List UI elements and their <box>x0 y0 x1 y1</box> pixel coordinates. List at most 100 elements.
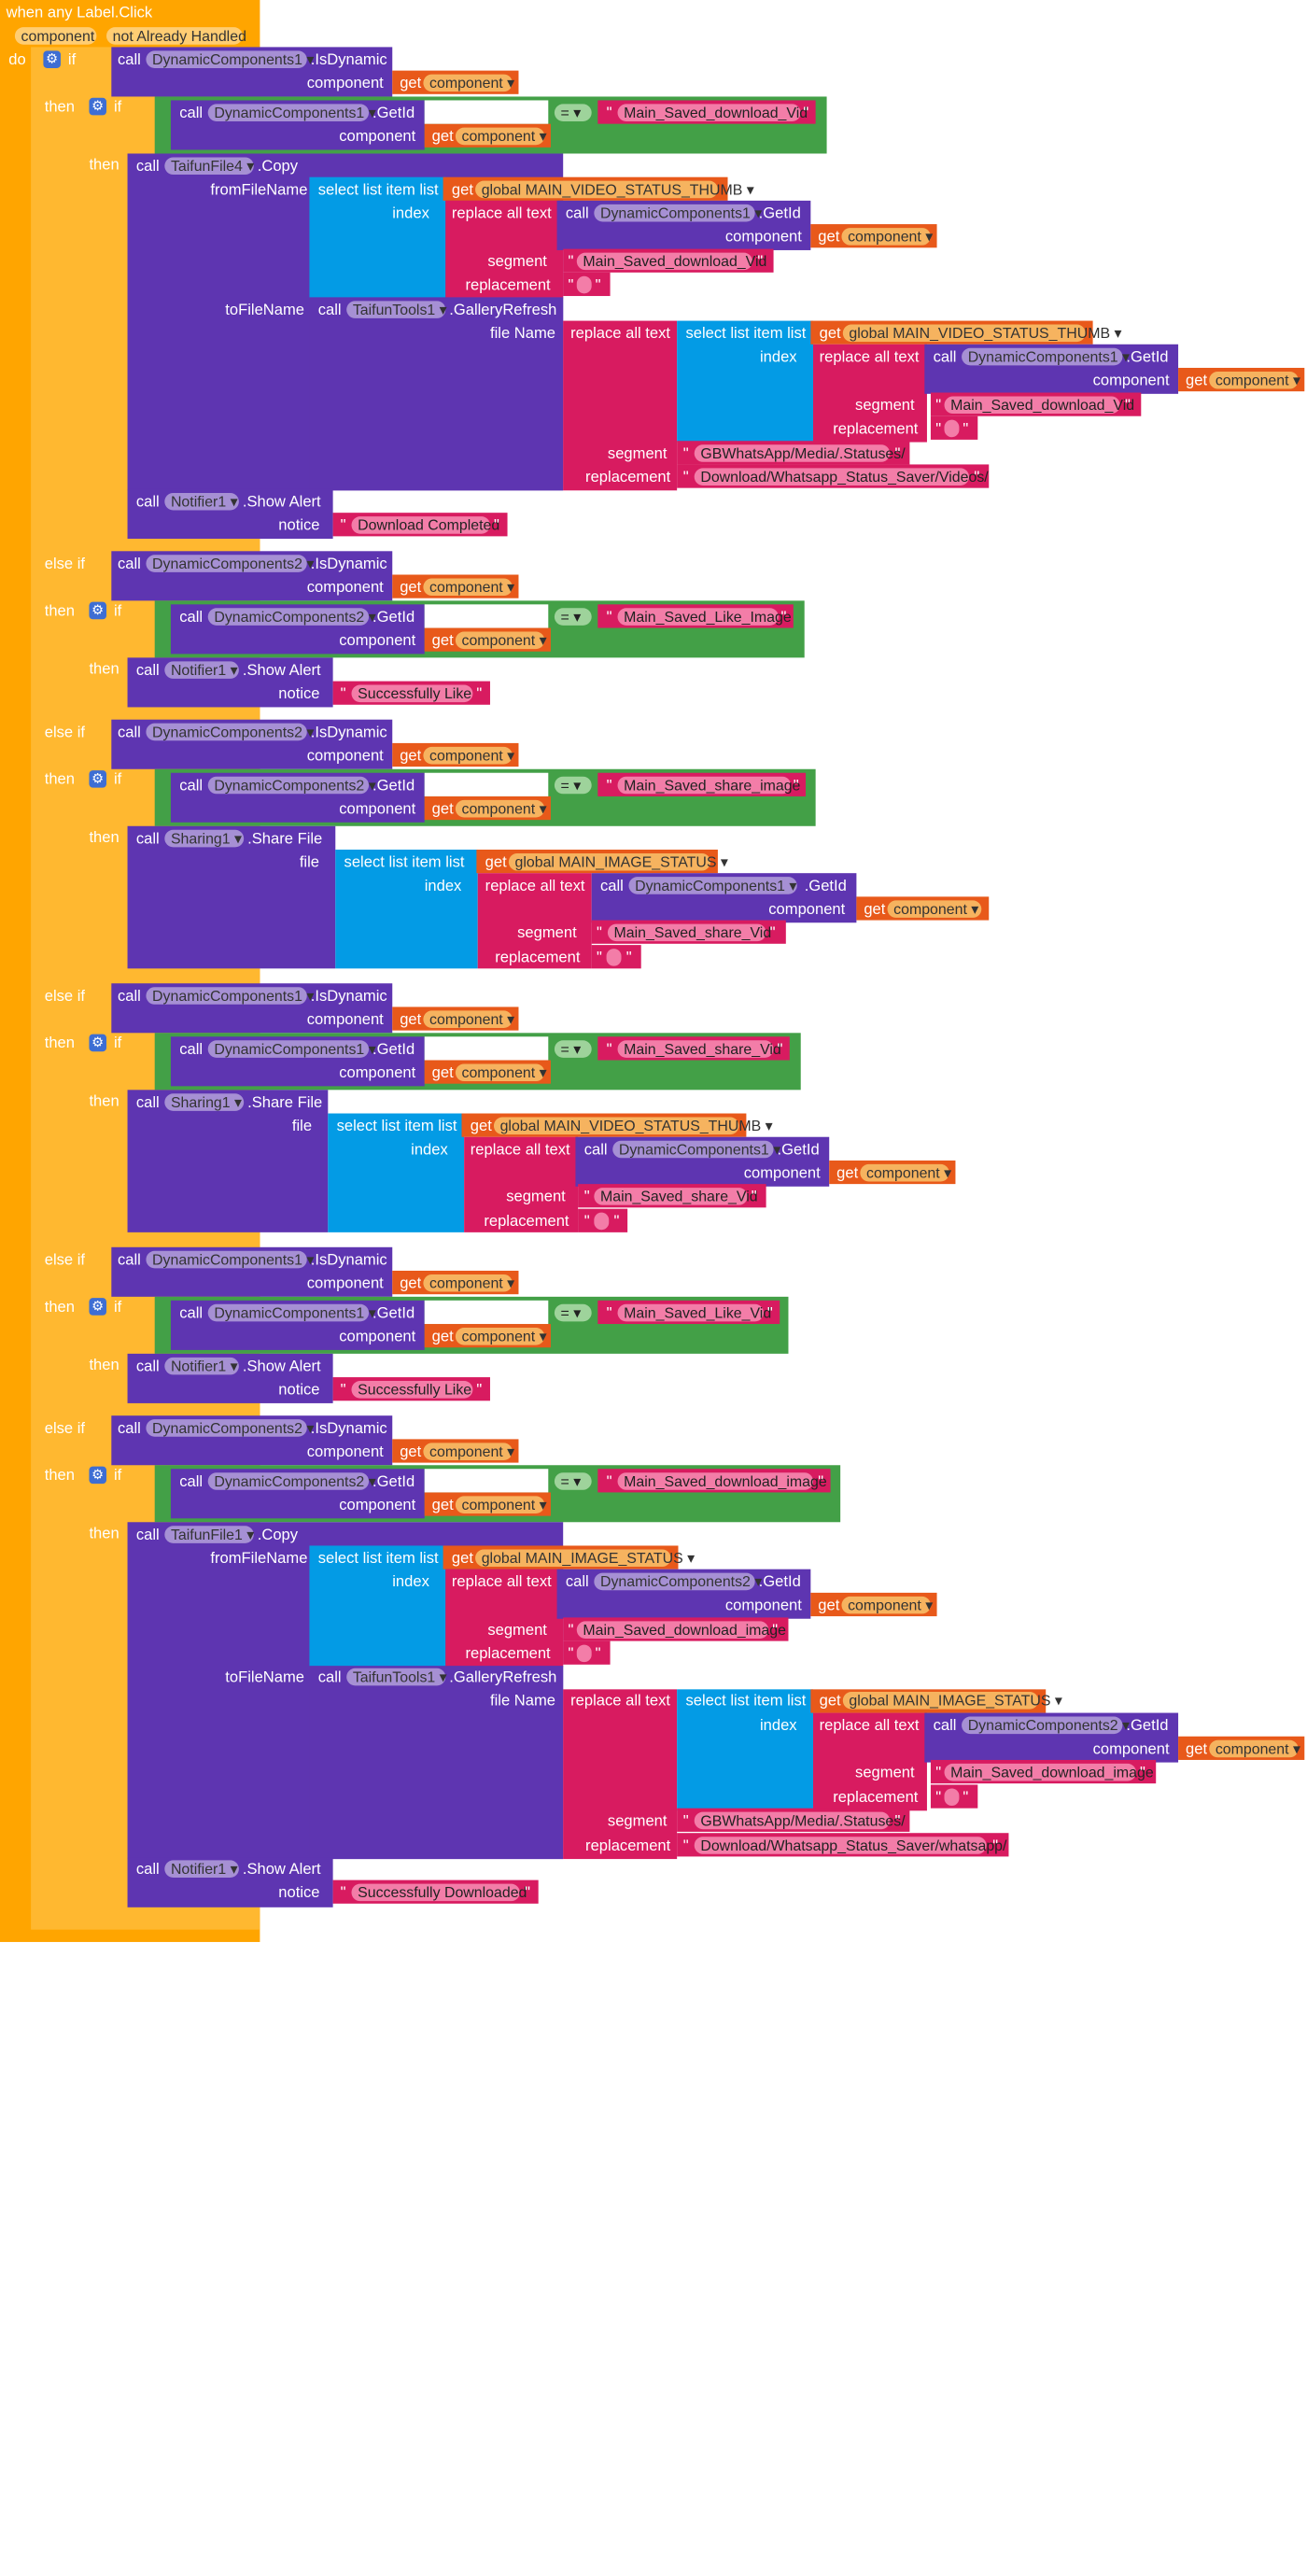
string-literal[interactable]: Main_Saved_download_image <box>617 1472 827 1490</box>
dropdown-field[interactable]: DynamicComponents1 ▾ <box>594 204 762 222</box>
procedure-block[interactable] <box>127 657 333 708</box>
string-literal[interactable] <box>594 1212 610 1231</box>
string-literal[interactable] <box>576 275 592 294</box>
list-block[interactable] <box>309 176 446 299</box>
string-literal[interactable] <box>606 949 622 966</box>
text-block[interactable] <box>563 320 678 491</box>
procedure-block[interactable] <box>111 719 393 769</box>
dropdown-field[interactable]: TaifunFile1 ▾ <box>164 1526 254 1543</box>
dropdown-field[interactable]: DynamicComponents1 ▾ <box>146 1250 314 1269</box>
mutator-gear-icon[interactable]: ⚙ <box>89 770 107 788</box>
list-block[interactable] <box>677 320 813 443</box>
dropdown-field[interactable]: component ▾ <box>423 578 514 597</box>
text-block[interactable] <box>445 1569 564 1668</box>
procedure-block[interactable] <box>170 100 425 150</box>
list-block[interactable] <box>328 1113 465 1232</box>
compare-operator-dropdown[interactable]: = ▾ <box>554 1472 592 1490</box>
dropdown-field[interactable]: DynamicComponents1 ▾ <box>146 987 314 1005</box>
mutator-gear-icon[interactable]: ⚙ <box>89 601 107 620</box>
dropdown-field[interactable]: component ▾ <box>455 1063 547 1082</box>
string-literal[interactable]: Main_Saved_Like_Image <box>617 608 792 626</box>
string-literal[interactable]: Main_Saved_download_Vid <box>576 252 766 271</box>
dropdown-field[interactable]: DynamicComponents2 ▾ <box>207 608 376 626</box>
text-block[interactable] <box>464 1136 579 1232</box>
dropdown-field[interactable]: DynamicComponents1 ▾ <box>207 1040 376 1058</box>
procedure-block[interactable] <box>170 1300 425 1350</box>
dropdown-field[interactable]: component ▾ <box>455 631 547 650</box>
dropdown-field[interactable]: global MAIN_VIDEO_STATUS_THUMB ▾ <box>493 1117 773 1135</box>
dropdown-field[interactable]: DynamicComponents2 ▾ <box>207 776 376 795</box>
dropdown-field[interactable]: DynamicComponents2 ▾ <box>146 723 314 741</box>
list-block[interactable] <box>309 1545 446 1668</box>
string-literal[interactable]: Successfully Like <box>351 1381 473 1399</box>
string-literal[interactable]: Main_Saved_share_Vid <box>607 923 771 942</box>
dropdown-field[interactable]: component ▾ <box>887 900 982 918</box>
dropdown-field[interactable]: TaifunTools1 ▾ <box>346 301 447 318</box>
socket-slot[interactable] <box>424 1469 549 1493</box>
compare-operator-dropdown[interactable]: = ▾ <box>554 608 592 626</box>
string-literal[interactable]: Main_Saved_share_image <box>617 776 800 795</box>
dropdown-field[interactable]: component ▾ <box>423 1274 514 1292</box>
compare-operator-dropdown[interactable]: = ▾ <box>554 1040 592 1058</box>
string-literal[interactable]: Main_Saved_download_Vid <box>617 104 808 121</box>
procedure-block[interactable] <box>924 1712 1179 1763</box>
procedure-block[interactable] <box>591 873 857 923</box>
dropdown-field[interactable]: component ▾ <box>1209 371 1300 389</box>
list-block[interactable] <box>677 1689 813 1811</box>
mutator-gear-icon[interactable]: ⚙ <box>89 1466 107 1485</box>
dropdown-field[interactable]: component ▾ <box>455 1496 547 1513</box>
socket-slot[interactable] <box>424 604 549 628</box>
compare-operator-dropdown[interactable]: = ▾ <box>554 104 592 121</box>
string-literal[interactable]: GBWhatsApp/Media/.Statuses/ <box>694 1811 906 1830</box>
dropdown-field[interactable]: DynamicComponents2 ▾ <box>146 555 314 572</box>
dropdown-field[interactable]: global MAIN_VIDEO_STATUS_THUMB ▾ <box>842 324 1121 343</box>
text-block[interactable] <box>812 1712 927 1811</box>
string-literal[interactable]: Main_Saved_share_Vid <box>617 1040 781 1058</box>
string-literal[interactable]: Main_Saved_download_Vid <box>944 396 1134 415</box>
procedure-block[interactable] <box>111 983 393 1034</box>
procedure-block[interactable] <box>127 1857 333 1907</box>
procedure-block[interactable] <box>170 1469 425 1519</box>
dropdown-field[interactable]: Notifier1 ▾ <box>164 661 239 679</box>
dropdown-field[interactable]: not Already Handled <box>106 27 246 45</box>
dropdown-field[interactable]: Sharing1 ▾ <box>164 829 245 848</box>
dropdown-field[interactable]: component ▾ <box>841 228 933 246</box>
socket-slot[interactable] <box>424 1300 549 1325</box>
dropdown-field[interactable]: component <box>14 27 97 45</box>
text-block[interactable] <box>563 1689 678 1860</box>
dropdown-field[interactable]: component ▾ <box>455 127 547 146</box>
dropdown-field[interactable]: DynamicComponents2 ▾ <box>146 1419 314 1437</box>
dropdown-field[interactable]: DynamicComponents1 ▾ <box>207 104 376 121</box>
procedure-block[interactable] <box>556 200 811 250</box>
procedure-block[interactable] <box>924 344 1179 394</box>
dropdown-field[interactable]: global MAIN_IMAGE_STATUS ▾ <box>475 1549 695 1568</box>
text-block[interactable] <box>812 344 927 443</box>
compare-operator-dropdown[interactable]: = ▾ <box>554 1303 592 1322</box>
procedure-block[interactable] <box>556 1569 811 1619</box>
dropdown-field[interactable]: global MAIN_IMAGE_STATUS ▾ <box>842 1691 1062 1710</box>
socket-slot[interactable] <box>424 772 549 796</box>
dropdown-field[interactable]: Notifier1 ▾ <box>164 1860 239 1878</box>
socket-slot[interactable] <box>424 1036 549 1061</box>
dropdown-field[interactable]: global MAIN_IMAGE_STATUS ▾ <box>508 852 728 871</box>
dropdown-field[interactable]: DynamicComponents2 ▾ <box>207 1472 376 1490</box>
procedure-block[interactable] <box>111 1246 393 1297</box>
mutator-gear-icon[interactable]: ⚙ <box>89 1034 107 1052</box>
procedure-block[interactable] <box>575 1136 830 1187</box>
procedure-block[interactable] <box>170 604 425 655</box>
procedure-block[interactable] <box>309 297 564 491</box>
procedure-block[interactable] <box>111 551 393 601</box>
procedure-block[interactable] <box>127 1353 333 1403</box>
socket-slot[interactable] <box>424 100 549 124</box>
dropdown-field[interactable]: component ▾ <box>455 799 547 818</box>
dropdown-field[interactable]: DynamicComponents1 ▾ <box>207 1303 376 1322</box>
string-literal[interactable]: Successfully Downloaded <box>351 1883 527 1902</box>
dropdown-field[interactable]: TaifunTools1 ▾ <box>346 1668 447 1686</box>
dropdown-field[interactable]: DynamicComponents1 ▾ <box>628 877 797 894</box>
dropdown-field[interactable]: component ▾ <box>423 1010 514 1028</box>
dropdown-field[interactable]: Notifier1 ▾ <box>164 492 239 511</box>
mutator-gear-icon[interactable]: ⚙ <box>89 97 107 116</box>
dropdown-field[interactable]: component ▾ <box>841 1596 933 1614</box>
string-literal[interactable] <box>944 1788 960 1807</box>
dropdown-field[interactable]: DynamicComponents2 ▾ <box>594 1572 762 1591</box>
